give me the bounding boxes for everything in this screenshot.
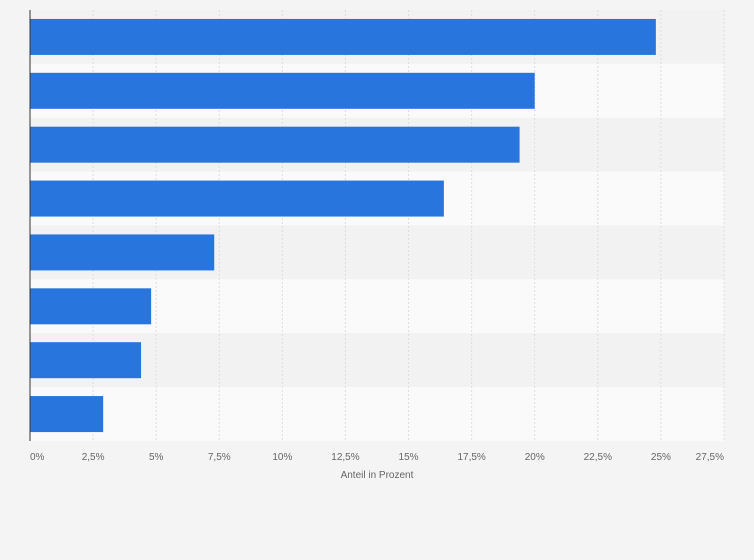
x-tick-label: 5% (149, 452, 164, 463)
x-tick-labels: 0% 2,5% 5% 7,5% 10% 12,5% 15% 17,5% 20% 22,5% 25% 2… (30, 452, 724, 463)
bar (30, 180, 444, 217)
bar (30, 72, 535, 109)
bar (30, 18, 656, 55)
x-tick-label: 15% (399, 452, 419, 463)
row-band (30, 387, 724, 441)
row-band (30, 333, 724, 388)
bar (30, 396, 104, 433)
x-tick-label: 10% (272, 452, 292, 463)
x-tick-label: 25% (651, 452, 671, 463)
x-tick-label: 0% (30, 452, 45, 463)
bars (30, 18, 656, 433)
bar (30, 126, 520, 163)
x-tick-label: 17,5% (457, 452, 485, 463)
bar (30, 234, 215, 271)
x-tick-label: 27,5% (696, 452, 724, 463)
x-tick-label: 20% (525, 452, 545, 463)
x-tick-label: 12,5% (331, 452, 359, 463)
x-tick-label: 22,5% (584, 452, 612, 463)
x-tick-label: 7,5% (208, 452, 231, 463)
bar (30, 342, 142, 379)
x-tick-label: 2,5% (82, 452, 105, 463)
x-axis-title: Anteil in Prozent (341, 470, 414, 481)
bar (30, 288, 152, 325)
